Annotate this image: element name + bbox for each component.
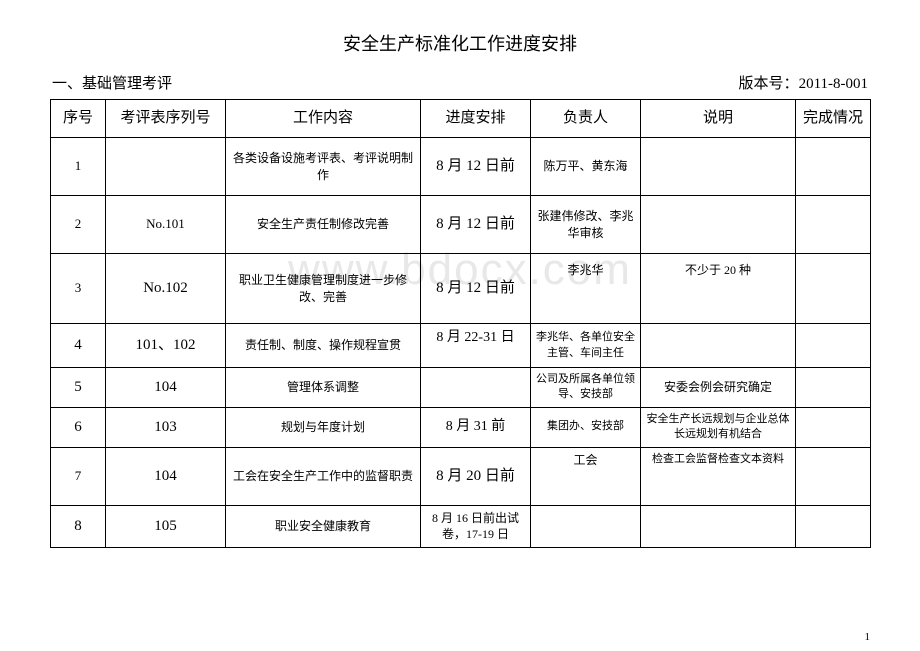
cell-schedule bbox=[421, 368, 531, 408]
cell-seq: 8 bbox=[51, 505, 106, 548]
col-content: 工作内容 bbox=[226, 100, 421, 138]
cell-responsible: 李兆华 bbox=[531, 254, 641, 324]
cell-responsible: 集团办、安技部 bbox=[531, 407, 641, 447]
cell-schedule: 8 月 16 日前出试卷，17-19 日 bbox=[421, 505, 531, 548]
col-ref: 考评表序列号 bbox=[106, 100, 226, 138]
schedule-table: 序号 考评表序列号 工作内容 进度安排 负责人 说明 完成情况 1 各类设备设施… bbox=[50, 99, 871, 548]
cell-completion bbox=[796, 407, 871, 447]
table-header-row: 序号 考评表序列号 工作内容 进度安排 负责人 说明 完成情况 bbox=[51, 100, 871, 138]
table-row: 3 No.102 职业卫生健康管理制度进一步修改、完善 8 月 12 日前 李兆… bbox=[51, 254, 871, 324]
table-row: 7 104 工会在安全生产工作中的监督职责 8 月 20 日前 工会 检查工会监… bbox=[51, 447, 871, 505]
version-label: 版本号： bbox=[739, 76, 799, 92]
cell-content: 规划与年度计划 bbox=[226, 407, 421, 447]
cell-completion bbox=[796, 254, 871, 324]
cell-responsible: 工会 bbox=[531, 447, 641, 505]
cell-responsible: 公司及所属各单位领导、安技部 bbox=[531, 368, 641, 408]
cell-completion bbox=[796, 447, 871, 505]
col-responsible: 负责人 bbox=[531, 100, 641, 138]
cell-seq: 1 bbox=[51, 138, 106, 196]
cell-responsible: 李兆华、各单位安全主管、车间主任 bbox=[531, 324, 641, 368]
cell-description bbox=[641, 324, 796, 368]
cell-seq: 5 bbox=[51, 368, 106, 408]
cell-completion bbox=[796, 196, 871, 254]
cell-content: 管理体系调整 bbox=[226, 368, 421, 408]
table-row: 6 103 规划与年度计划 8 月 31 前 集团办、安技部 安全生产长远规划与… bbox=[51, 407, 871, 447]
cell-completion bbox=[796, 138, 871, 196]
cell-ref: 105 bbox=[106, 505, 226, 548]
cell-content: 职业安全健康教育 bbox=[226, 505, 421, 548]
page-title: 安全生产标准化工作进度安排 bbox=[50, 30, 870, 56]
cell-seq: 4 bbox=[51, 324, 106, 368]
cell-content: 工会在安全生产工作中的监督职责 bbox=[226, 447, 421, 505]
cell-completion bbox=[796, 324, 871, 368]
cell-ref: No.101 bbox=[106, 196, 226, 254]
cell-schedule: 8 月 20 日前 bbox=[421, 447, 531, 505]
cell-ref: 101、102 bbox=[106, 324, 226, 368]
table-row: 2 No.101 安全生产责任制修改完善 8 月 12 日前 张建伟修改、李兆华… bbox=[51, 196, 871, 254]
cell-description: 检查工会监督检查文本资料 bbox=[641, 447, 796, 505]
cell-description bbox=[641, 138, 796, 196]
cell-schedule: 8 月 12 日前 bbox=[421, 138, 531, 196]
page-number: 1 bbox=[865, 631, 871, 643]
cell-schedule: 8 月 31 前 bbox=[421, 407, 531, 447]
col-seq: 序号 bbox=[51, 100, 106, 138]
col-description: 说明 bbox=[641, 100, 796, 138]
cell-schedule: 8 月 12 日前 bbox=[421, 254, 531, 324]
cell-responsible: 陈万平、黄东海 bbox=[531, 138, 641, 196]
cell-description: 不少于 20 种 bbox=[641, 254, 796, 324]
cell-ref bbox=[106, 138, 226, 196]
cell-seq: 3 bbox=[51, 254, 106, 324]
cell-content: 各类设备设施考评表、考评说明制作 bbox=[226, 138, 421, 196]
cell-ref: 104 bbox=[106, 447, 226, 505]
cell-completion bbox=[796, 368, 871, 408]
cell-seq: 6 bbox=[51, 407, 106, 447]
table-row: 4 101、102 责任制、制度、操作规程宣贯 8 月 22-31 日 李兆华、… bbox=[51, 324, 871, 368]
cell-description: 安全生产长远规划与企业总体长远规划有机结合 bbox=[641, 407, 796, 447]
cell-schedule: 8 月 12 日前 bbox=[421, 196, 531, 254]
cell-responsible: 张建伟修改、李兆华审核 bbox=[531, 196, 641, 254]
cell-responsible bbox=[531, 505, 641, 548]
col-schedule: 进度安排 bbox=[421, 100, 531, 138]
subtitle-row: 一、基础管理考评 版本号：2011-8-001 bbox=[50, 72, 870, 93]
cell-ref: No.102 bbox=[106, 254, 226, 324]
cell-content: 安全生产责任制修改完善 bbox=[226, 196, 421, 254]
version-value: 2011-8-001 bbox=[799, 76, 868, 92]
cell-content: 责任制、制度、操作规程宣贯 bbox=[226, 324, 421, 368]
col-completion: 完成情况 bbox=[796, 100, 871, 138]
cell-description bbox=[641, 505, 796, 548]
cell-description: 安委会例会研究确定 bbox=[641, 368, 796, 408]
cell-content: 职业卫生健康管理制度进一步修改、完善 bbox=[226, 254, 421, 324]
section-label: 一、基础管理考评 bbox=[52, 72, 172, 93]
cell-description bbox=[641, 196, 796, 254]
cell-ref: 104 bbox=[106, 368, 226, 408]
version: 版本号：2011-8-001 bbox=[739, 72, 868, 93]
table-row: 5 104 管理体系调整 公司及所属各单位领导、安技部 安委会例会研究确定 bbox=[51, 368, 871, 408]
table-row: 1 各类设备设施考评表、考评说明制作 8 月 12 日前 陈万平、黄东海 bbox=[51, 138, 871, 196]
cell-ref: 103 bbox=[106, 407, 226, 447]
cell-completion bbox=[796, 505, 871, 548]
cell-seq: 2 bbox=[51, 196, 106, 254]
cell-seq: 7 bbox=[51, 447, 106, 505]
table-row: 8 105 职业安全健康教育 8 月 16 日前出试卷，17-19 日 bbox=[51, 505, 871, 548]
cell-schedule: 8 月 22-31 日 bbox=[421, 324, 531, 368]
